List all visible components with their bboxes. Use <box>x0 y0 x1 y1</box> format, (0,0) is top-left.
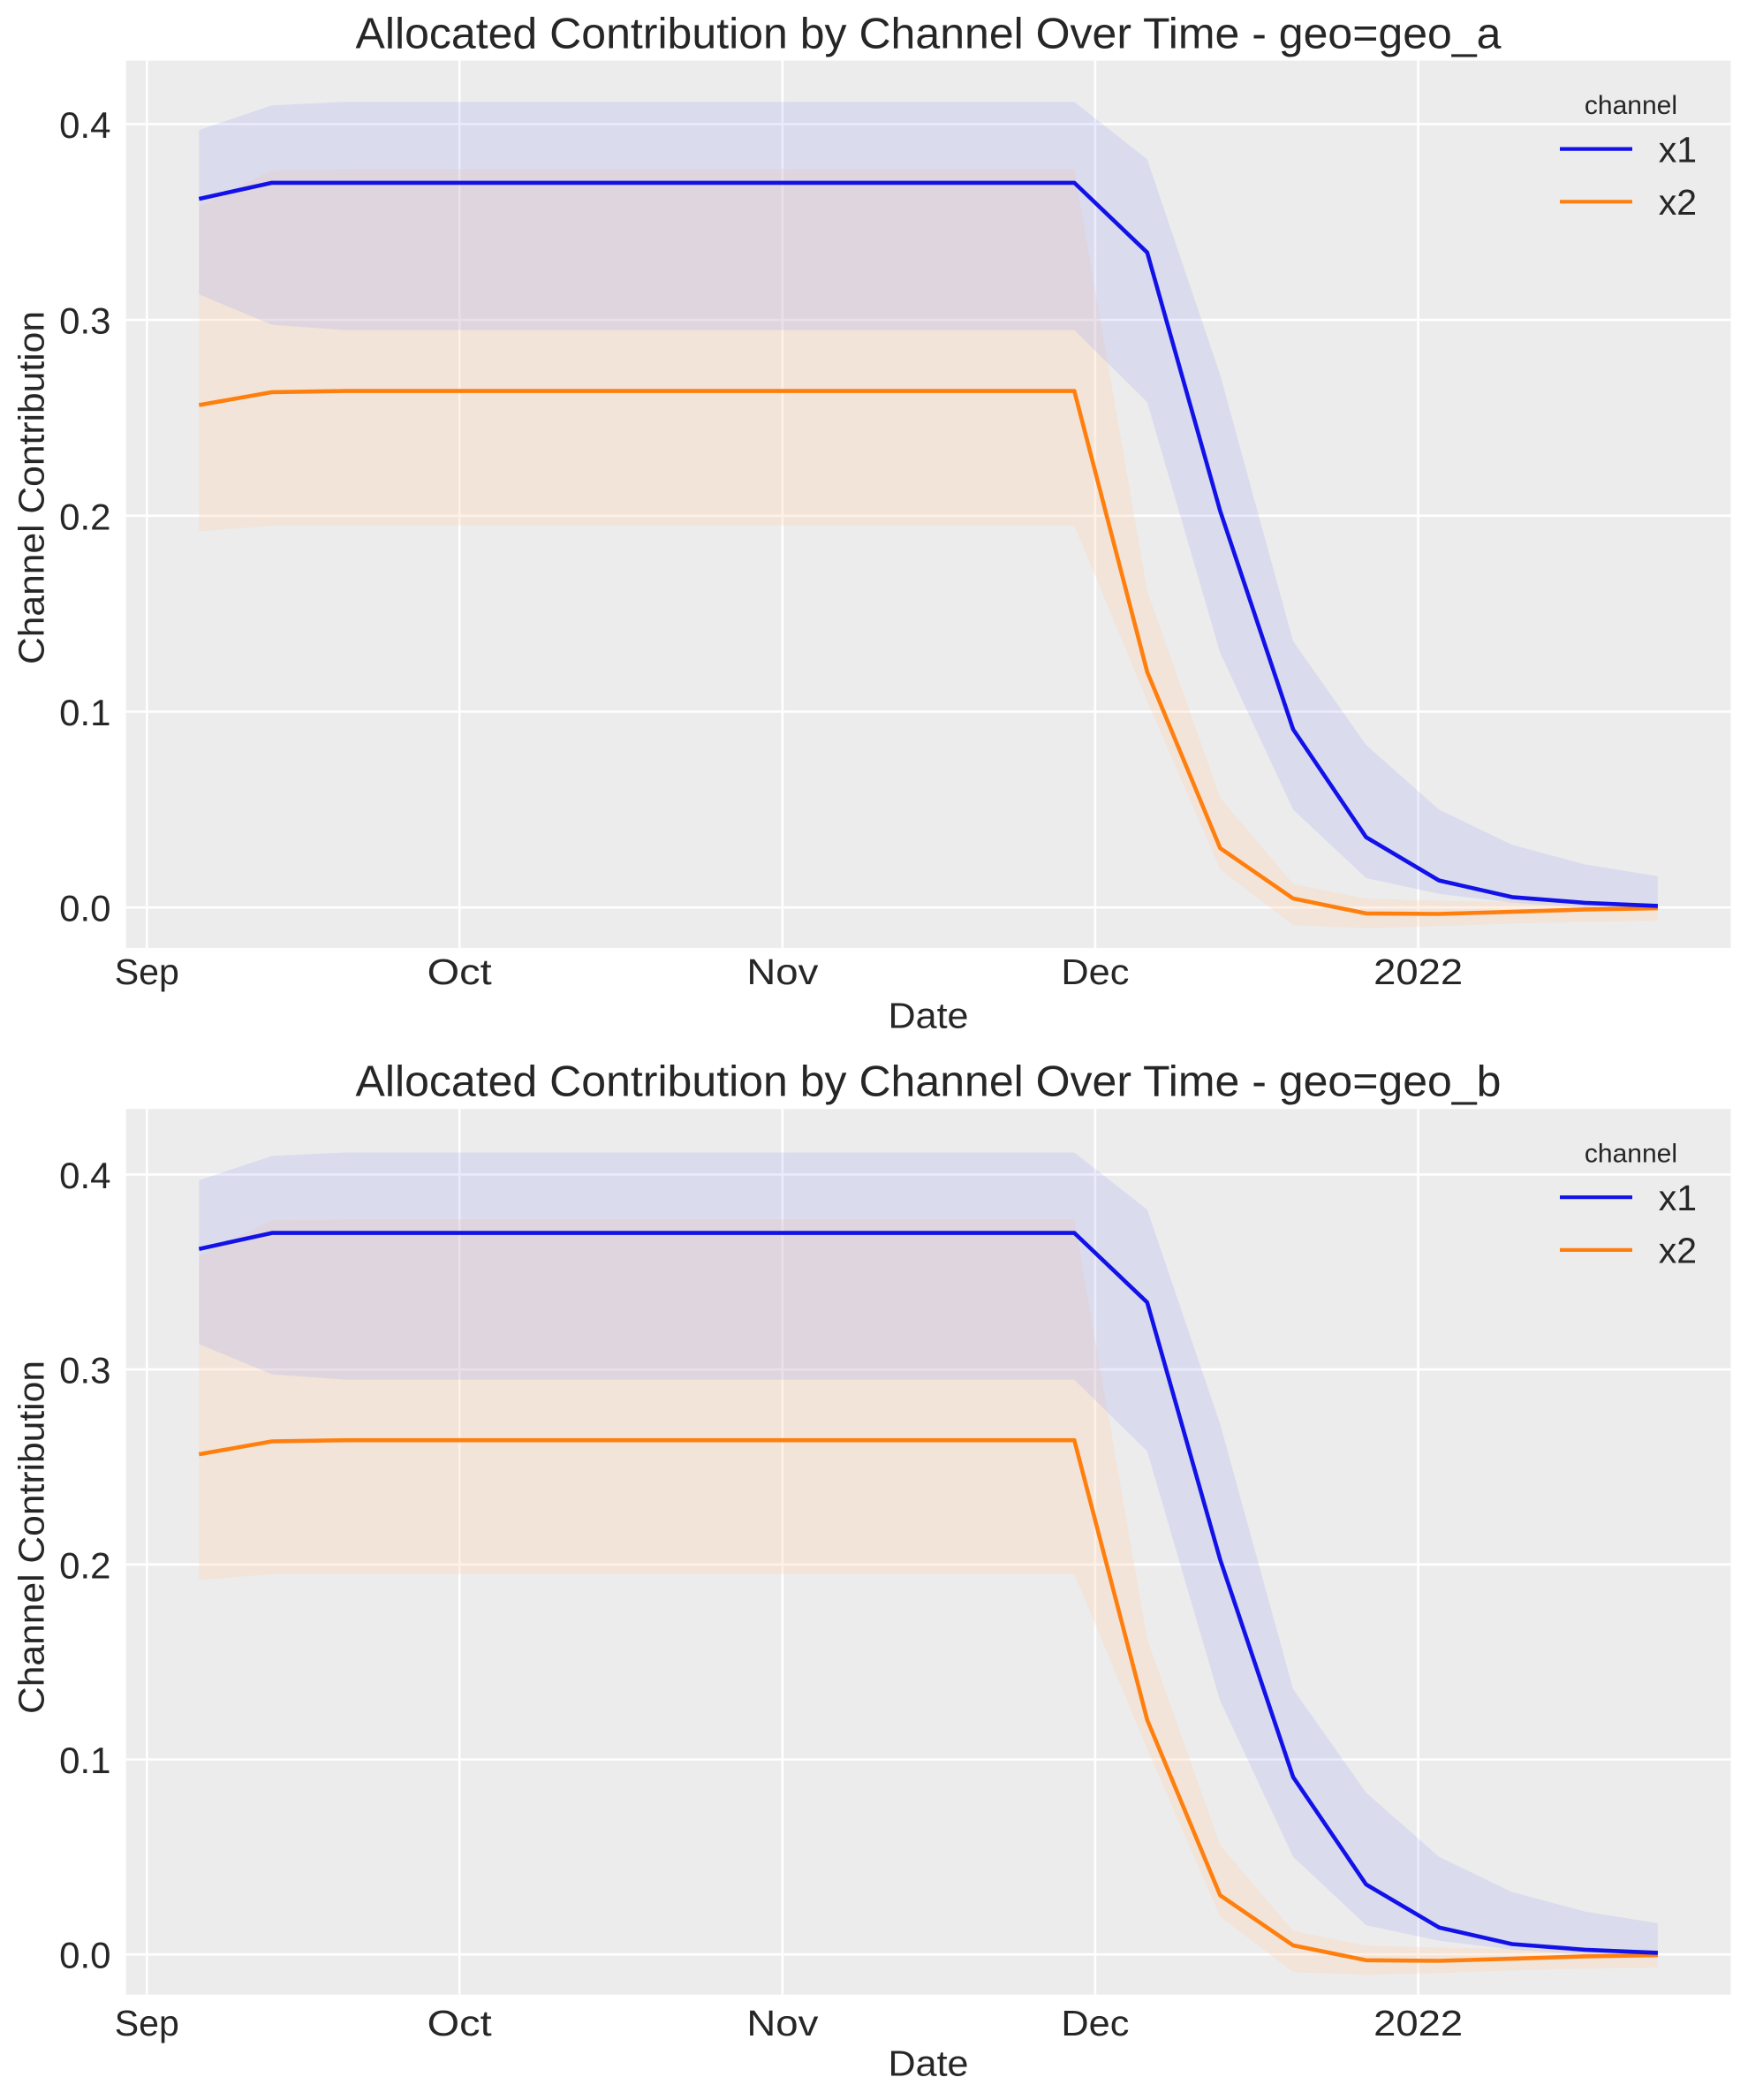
svg-text:Date: Date <box>889 996 969 1036</box>
svg-text:channel: channel <box>1585 91 1677 120</box>
svg-text:0.0: 0.0 <box>59 1935 110 1976</box>
svg-text:Sep: Sep <box>115 2003 179 2043</box>
svg-text:Sep: Sep <box>115 951 179 992</box>
svg-text:0.4: 0.4 <box>59 1155 110 1196</box>
svg-text:Oct: Oct <box>428 2003 493 2043</box>
svg-text:2022: 2022 <box>1373 951 1463 992</box>
svg-text:Dec: Dec <box>1061 2003 1129 2043</box>
svg-text:0.0: 0.0 <box>59 888 110 929</box>
svg-text:0.1: 0.1 <box>59 692 110 733</box>
svg-text:Nov: Nov <box>746 951 819 992</box>
svg-text:x2: x2 <box>1659 1231 1697 1271</box>
svg-text:Date: Date <box>889 2043 969 2084</box>
svg-text:0.2: 0.2 <box>59 496 110 537</box>
svg-text:x1: x1 <box>1659 1178 1697 1218</box>
svg-text:0.3: 0.3 <box>59 300 110 342</box>
svg-text:0.1: 0.1 <box>59 1740 110 1781</box>
svg-text:channel: channel <box>1585 1140 1677 1169</box>
svg-text:x2: x2 <box>1659 182 1697 223</box>
svg-text:Oct: Oct <box>428 951 493 992</box>
svg-text:Channel Contribution: Channel Contribution <box>11 311 51 664</box>
svg-text:x1: x1 <box>1659 130 1697 171</box>
svg-text:0.2: 0.2 <box>59 1544 110 1586</box>
svg-text:Channel Contribution: Channel Contribution <box>11 1361 51 1714</box>
svg-text:Dec: Dec <box>1061 951 1129 992</box>
svg-text:0.4: 0.4 <box>59 104 110 146</box>
svg-text:2022: 2022 <box>1373 2003 1463 2043</box>
svg-text:Nov: Nov <box>746 2003 819 2043</box>
svg-text:0.3: 0.3 <box>59 1350 110 1391</box>
svg-text:Allocated Contribution by Chan: Allocated Contribution by Channel Over T… <box>356 11 1502 58</box>
svg-text:Allocated Contribution by Chan: Allocated Contribution by Channel Over T… <box>356 1058 1502 1105</box>
